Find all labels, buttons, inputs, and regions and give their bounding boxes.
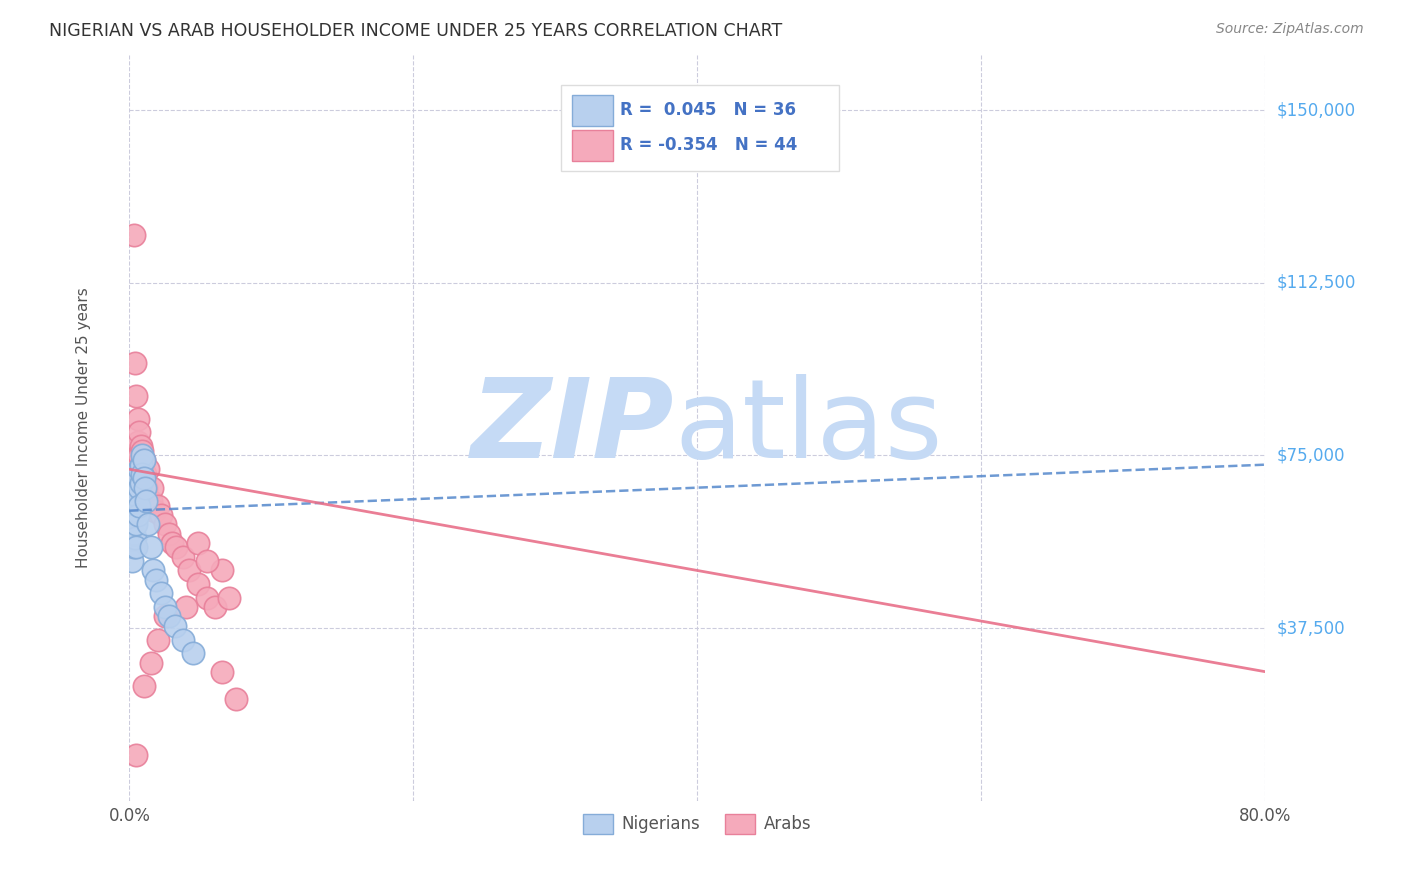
Point bbox=[124, 356, 146, 370]
Point bbox=[211, 665, 233, 679]
Point bbox=[146, 632, 169, 647]
Point bbox=[163, 618, 186, 632]
Point bbox=[136, 462, 159, 476]
Point bbox=[127, 508, 149, 523]
Point bbox=[186, 577, 208, 591]
Point bbox=[132, 471, 155, 485]
Point bbox=[129, 439, 152, 453]
Point bbox=[134, 481, 156, 495]
Legend: Nigerians, Arabs: Nigerians, Arabs bbox=[576, 807, 818, 840]
Point bbox=[122, 508, 145, 523]
Point bbox=[172, 632, 194, 647]
Point bbox=[125, 747, 148, 762]
Point bbox=[141, 481, 163, 495]
Point bbox=[127, 411, 149, 425]
Point bbox=[177, 564, 200, 578]
Point bbox=[128, 449, 150, 463]
Point bbox=[131, 449, 153, 463]
Point bbox=[197, 554, 219, 568]
Text: atlas: atlas bbox=[675, 375, 943, 482]
Point bbox=[143, 503, 166, 517]
FancyBboxPatch shape bbox=[572, 129, 613, 161]
Point bbox=[181, 646, 204, 660]
Point bbox=[124, 494, 146, 508]
Point bbox=[122, 227, 145, 242]
Point bbox=[132, 679, 155, 693]
Text: NIGERIAN VS ARAB HOUSEHOLDER INCOME UNDER 25 YEARS CORRELATION CHART: NIGERIAN VS ARAB HOUSEHOLDER INCOME UNDE… bbox=[49, 22, 783, 40]
Point bbox=[172, 549, 194, 564]
Text: Source: ZipAtlas.com: Source: ZipAtlas.com bbox=[1216, 22, 1364, 37]
Point bbox=[122, 481, 145, 495]
Point bbox=[136, 517, 159, 532]
Point bbox=[127, 471, 149, 485]
Point bbox=[132, 476, 155, 491]
Point bbox=[121, 531, 143, 545]
Point bbox=[160, 536, 183, 550]
Point bbox=[125, 458, 148, 472]
Point bbox=[225, 692, 247, 706]
Point bbox=[131, 443, 153, 458]
Point bbox=[122, 541, 145, 555]
Text: ZIP: ZIP bbox=[471, 375, 675, 482]
Point bbox=[139, 541, 162, 555]
Point bbox=[165, 541, 187, 555]
Point bbox=[124, 462, 146, 476]
Text: $37,500: $37,500 bbox=[1277, 619, 1346, 637]
Point bbox=[142, 564, 165, 578]
Point bbox=[127, 434, 149, 449]
Point bbox=[135, 494, 157, 508]
Text: $75,000: $75,000 bbox=[1277, 447, 1346, 465]
Point bbox=[186, 536, 208, 550]
Point bbox=[153, 609, 176, 624]
Text: $150,000: $150,000 bbox=[1277, 102, 1355, 120]
Point bbox=[204, 600, 226, 615]
Point bbox=[125, 503, 148, 517]
Point bbox=[129, 462, 152, 476]
Point bbox=[125, 541, 148, 555]
Point bbox=[131, 467, 153, 481]
Point bbox=[139, 494, 162, 508]
Point bbox=[174, 600, 197, 615]
Point bbox=[125, 481, 148, 495]
Text: Householder Income Under 25 years: Householder Income Under 25 years bbox=[76, 287, 91, 568]
Point bbox=[149, 586, 172, 600]
Point bbox=[132, 453, 155, 467]
Point bbox=[157, 526, 180, 541]
Point bbox=[127, 490, 149, 504]
Point bbox=[124, 531, 146, 545]
Text: $112,500: $112,500 bbox=[1277, 274, 1355, 292]
Point bbox=[128, 462, 150, 476]
Point bbox=[128, 481, 150, 495]
Point bbox=[218, 591, 240, 606]
Point bbox=[129, 476, 152, 491]
Point bbox=[129, 458, 152, 472]
Point bbox=[211, 564, 233, 578]
Point bbox=[153, 600, 176, 615]
Point bbox=[153, 517, 176, 532]
Point bbox=[135, 481, 157, 495]
FancyBboxPatch shape bbox=[561, 85, 839, 170]
Point bbox=[122, 526, 145, 541]
Point bbox=[146, 499, 169, 513]
Point bbox=[124, 517, 146, 532]
Point bbox=[132, 453, 155, 467]
Point bbox=[134, 467, 156, 481]
Point bbox=[139, 656, 162, 670]
Point bbox=[125, 517, 148, 532]
Point bbox=[128, 425, 150, 440]
Point bbox=[128, 499, 150, 513]
Point bbox=[197, 591, 219, 606]
Text: R = -0.354   N = 44: R = -0.354 N = 44 bbox=[620, 136, 797, 154]
Point bbox=[157, 609, 180, 624]
Point bbox=[125, 389, 148, 403]
Point bbox=[149, 508, 172, 523]
Point bbox=[121, 554, 143, 568]
Point bbox=[145, 573, 167, 587]
Text: R =  0.045   N = 36: R = 0.045 N = 36 bbox=[620, 102, 796, 120]
FancyBboxPatch shape bbox=[572, 95, 613, 126]
